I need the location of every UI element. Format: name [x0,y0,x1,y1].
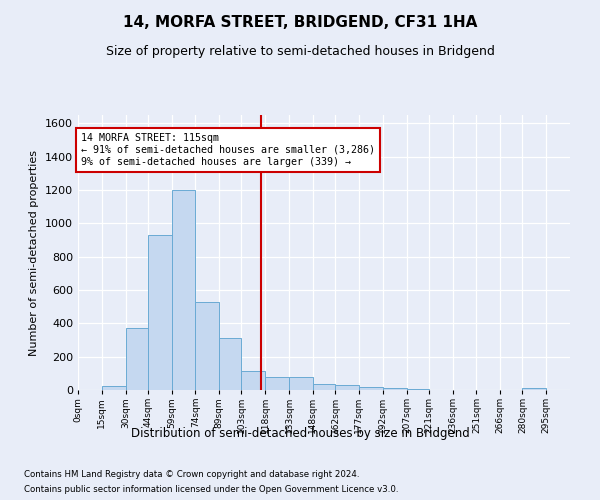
Text: 14 MORFA STREET: 115sqm
← 91% of semi-detached houses are smaller (3,286)
9% of : 14 MORFA STREET: 115sqm ← 91% of semi-de… [81,134,375,166]
Bar [196,302,219,390]
Bar [102,386,125,390]
Y-axis label: Number of semi-detached properties: Number of semi-detached properties [29,150,40,356]
Text: Distribution of semi-detached houses by size in Bridgend: Distribution of semi-detached houses by … [131,428,469,440]
Bar [289,376,313,390]
Text: Size of property relative to semi-detached houses in Bridgend: Size of property relative to semi-detach… [106,45,494,58]
Bar [313,384,335,390]
Bar [241,371,265,390]
Text: 14, MORFA STREET, BRIDGEND, CF31 1HA: 14, MORFA STREET, BRIDGEND, CF31 1HA [123,15,477,30]
Bar [265,376,289,390]
Bar [407,388,429,390]
Bar [172,190,196,390]
Bar [359,386,383,390]
Bar [523,388,546,390]
Bar [148,235,172,390]
Bar [383,388,407,390]
Text: Contains HM Land Registry data © Crown copyright and database right 2024.: Contains HM Land Registry data © Crown c… [24,470,359,479]
Text: Contains public sector information licensed under the Open Government Licence v3: Contains public sector information licen… [24,485,398,494]
Bar [125,328,148,390]
Bar [219,338,241,390]
Bar [335,385,359,390]
